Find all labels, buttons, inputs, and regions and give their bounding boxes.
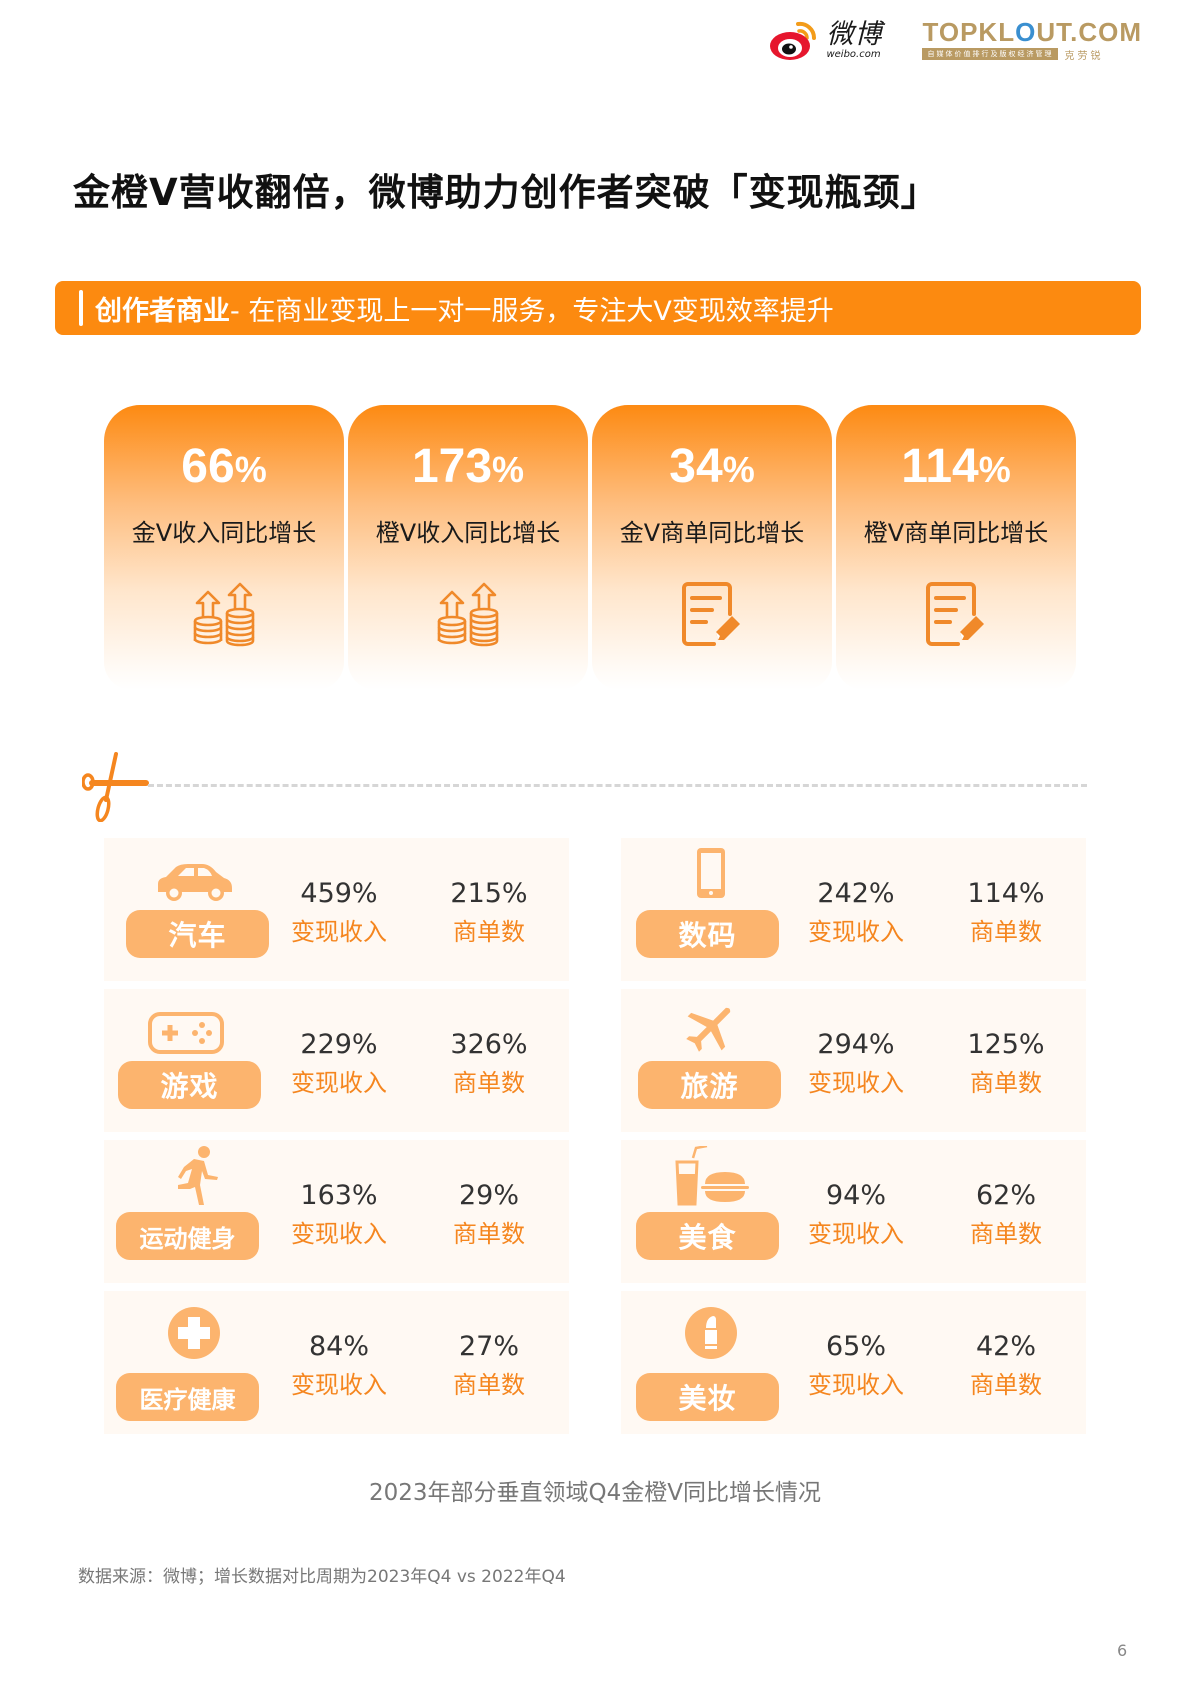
- scissors-icon: [82, 752, 149, 822]
- dashed-line: [148, 784, 1087, 787]
- scissors-divider: [82, 752, 1087, 822]
- stat-cards: 66% 金V收入同比增长 173% 橙V收入同比增长 34% 金V商单同比增长: [104, 405, 1076, 690]
- revenue-metric: 163% 变现收入: [291, 1180, 387, 1249]
- airplane-icon: [621, 995, 801, 1059]
- vertical-card-food: 美食 94% 变现收入 62% 商单数: [621, 1140, 1086, 1283]
- weibo-eye-icon: [770, 21, 817, 60]
- lipstick-icon: [621, 1301, 801, 1365]
- vertical-card-auto: 汽车 459% 变现收入 215% 商单数: [104, 838, 569, 981]
- stat-label: 金V收入同比增长: [131, 519, 317, 547]
- vertical-card-beauty: 美妆 65% 变现收入 42% 商单数: [621, 1291, 1086, 1434]
- revenue-metric: 65% 变现收入: [808, 1331, 904, 1400]
- revenue-metric: 84% 变现收入: [291, 1331, 387, 1400]
- vertical-name-pill: 医疗健康: [116, 1373, 259, 1421]
- vertical-card-medical: 医疗健康 84% 变现收入 27% 商单数: [104, 1291, 569, 1434]
- stat-label: 橙V收入同比增长: [375, 519, 561, 547]
- vertical-card-fitness: 运动健身 163% 变现收入 29% 商单数: [104, 1140, 569, 1283]
- vertical-name-pill: 旅游: [638, 1061, 781, 1109]
- weibo-logo-cn: 微博: [826, 18, 883, 50]
- gamepad-icon: [96, 1001, 276, 1065]
- stat-card-gold-revenue: 66% 金V收入同比增长: [104, 405, 344, 690]
- page-title: 金橙V营收翻倍，微博助力创作者突破「变现瓶颈」: [73, 171, 939, 214]
- revenue-metric: 242% 变现收入: [808, 878, 904, 947]
- orders-metric: 27% 商单数: [453, 1331, 525, 1400]
- vertical-card-digital: 数码 242% 变现收入 114% 商单数: [621, 838, 1086, 981]
- topklout-cn: 克劳锐: [1064, 50, 1104, 62]
- orders-metric: 42% 商单数: [970, 1331, 1042, 1400]
- banner-bar: [79, 290, 83, 326]
- vertical-card-travel: 旅游 294% 变现收入 125% 商单数: [621, 989, 1086, 1132]
- orders-metric: 326% 商单数: [450, 1029, 528, 1098]
- stat-label: 橙V商单同比增长: [863, 519, 1049, 547]
- header-logos: 微博 weibo.com TOPKLOUT.COM 自媒体价值排行及版权经济管理…: [768, 18, 1142, 62]
- drink-burger-icon: [621, 1144, 801, 1208]
- vertical-name-pill: 游戏: [118, 1061, 261, 1109]
- topklout-wordmark: TOPKLOUT.COM: [922, 16, 1142, 47]
- car-icon: [104, 850, 284, 914]
- data-source-note: 数据来源：微博；增长数据对比周期为2023年Q4 vs 2022年Q4: [78, 1567, 566, 1587]
- revenue-metric: 94% 变现收入: [808, 1180, 904, 1249]
- topklout-logo: TOPKLOUT.COM 自媒体价值排行及版权经济管理 克劳锐: [922, 19, 1142, 62]
- medical-cross-icon: [104, 1301, 284, 1365]
- revenue-metric: 229% 变现收入: [291, 1029, 387, 1098]
- vertical-name-pill: 汽车: [126, 910, 269, 958]
- figure-caption: 2023年部分垂直领域Q4金橙V同比增长情况: [368, 1480, 821, 1506]
- revenue-metric: 459% 变现收入: [291, 878, 387, 947]
- section-banner: 创作者商业 - 在商业变现上一对一服务，专注大V变现效率提升: [55, 281, 1141, 335]
- coins-up-icon: [184, 574, 264, 654]
- orders-metric: 29% 商单数: [453, 1180, 525, 1249]
- vertical-name-pill: 数码: [636, 910, 779, 958]
- banner-subtitle: - 在商业变现上一对一服务，专注大V变现效率提升: [230, 295, 834, 327]
- stat-card-orange-orders: 114% 橙V商单同比增长: [836, 405, 1076, 690]
- orders-metric: 62% 商单数: [970, 1180, 1042, 1249]
- vertical-name-pill: 美妆: [636, 1373, 779, 1421]
- weibo-logo: 微博 weibo.com: [768, 18, 882, 62]
- vertical-name-pill: 运动健身: [116, 1212, 259, 1260]
- revenue-metric: 294% 变现收入: [808, 1029, 904, 1098]
- orders-metric: 114% 商单数: [967, 878, 1045, 947]
- orders-metric: 215% 商单数: [450, 878, 528, 947]
- running-person-icon: [104, 1144, 284, 1208]
- weibo-logo-en: weibo.com: [826, 48, 881, 60]
- document-edit-icon: [672, 574, 752, 654]
- vertical-name-pill: 美食: [636, 1212, 779, 1260]
- stat-label: 金V商单同比增长: [619, 519, 805, 547]
- stat-card-gold-orders: 34% 金V商单同比增长: [592, 405, 832, 690]
- page-number: 6: [1117, 1641, 1128, 1660]
- stat-value: 173%: [411, 440, 525, 493]
- smartphone-icon: [621, 838, 801, 908]
- stat-value: 34%: [669, 440, 755, 493]
- banner-heading: 创作者商业: [95, 295, 230, 327]
- document-edit-icon: [916, 574, 996, 654]
- stat-value: 114%: [901, 440, 1011, 493]
- verticals-grid: 汽车 459% 变现收入 215% 商单数 数码 242% 变现收入 114% 商单数 …: [104, 838, 1086, 1434]
- topklout-tagline: 自媒体价值排行及版权经济管理: [922, 48, 1059, 60]
- stat-value: 66%: [181, 440, 267, 493]
- coins-up-icon: [428, 574, 508, 654]
- vertical-card-games: 游戏 229% 变现收入 326% 商单数: [104, 989, 569, 1132]
- orders-metric: 125% 商单数: [967, 1029, 1045, 1098]
- stat-card-orange-revenue: 173% 橙V收入同比增长: [348, 405, 588, 690]
